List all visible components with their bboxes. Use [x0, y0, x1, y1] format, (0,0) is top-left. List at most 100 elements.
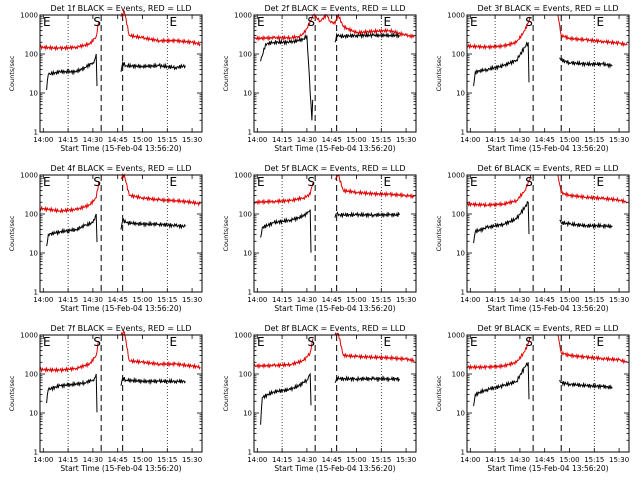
x-tick-label: 15:30: [182, 456, 202, 464]
x-tick-label: 14:00: [33, 296, 53, 304]
panel-det-5: Det 5f BLACK = Events, RED = LLD 1 10 100 10…: [222, 164, 417, 313]
y-tick-label: 100: [25, 51, 38, 59]
marker-left: E: [43, 15, 51, 29]
plot-frame: [39, 174, 203, 293]
plot-frame: [253, 334, 417, 453]
y-tick-label: 10: [243, 250, 252, 258]
lld-series-line: [39, 330, 201, 374]
x-tick-label: 15:30: [182, 136, 202, 144]
marker-right: E: [383, 335, 391, 349]
x-tick-label: 15:15: [371, 136, 391, 144]
events-series-line: [260, 372, 400, 425]
x-tick-label: 14:45: [322, 136, 342, 144]
x-tick-label: 14:30: [297, 296, 317, 304]
y-axis-label: Counts/sec: [8, 215, 16, 251]
x-tick-label: 14:00: [460, 456, 480, 464]
x-tick-label: 14:15: [485, 456, 505, 464]
x-axis-label: Start Time (15-Feb-04 13:56:20): [274, 304, 395, 313]
x-axis-label: Start Time (15-Feb-04 13:56:20): [60, 144, 181, 153]
plot-frame: [39, 334, 203, 453]
y-tick-label: 100: [25, 371, 38, 379]
panel-det-2: Det 2f BLACK = Events, RED = LLD 1 10 100 10…: [222, 4, 417, 153]
y-tick-label: 100: [25, 211, 38, 219]
x-tick-label: 15:30: [609, 136, 629, 144]
x-tick-label: 14:30: [297, 456, 317, 464]
y-tick-label: 1: [461, 449, 465, 457]
x-tick-label: 15:15: [584, 296, 604, 304]
x-axis-label: Start Time (15-Feb-04 13:56:20): [274, 144, 395, 153]
x-axis-label: Start Time (15-Feb-04 13:56:20): [487, 144, 608, 153]
y-tick-label: 1: [461, 289, 465, 297]
lld-series-line: [39, 173, 201, 214]
marker-right: E: [169, 175, 177, 189]
panel-title: Det 7f BLACK = Events, RED = LLD: [50, 324, 191, 333]
x-axis-label: Start Time (15-Feb-04 13:56:20): [60, 464, 181, 473]
y-axis-label: Counts/sec: [435, 375, 443, 411]
marker-mid: S: [307, 335, 315, 349]
panel-title: Det 1f BLACK = Events, RED = LLD: [50, 4, 191, 13]
y-axis-label: Counts/sec: [8, 55, 16, 91]
y-tick-label: 10: [456, 410, 465, 418]
marker-left: E: [470, 15, 478, 29]
y-tick-label: 1000: [20, 332, 38, 340]
x-tick-label: 15:30: [396, 296, 416, 304]
y-tick-label: 100: [239, 371, 252, 379]
y-tick-label: 100: [452, 211, 465, 219]
plot-frame: [253, 174, 417, 293]
y-tick-label: 1: [461, 129, 465, 137]
x-tick-label: 14:30: [83, 456, 103, 464]
events-series-line: [473, 41, 613, 87]
marker-mid: S: [93, 15, 101, 29]
marker-right: E: [383, 15, 391, 29]
marker-left: E: [470, 335, 478, 349]
x-axis-label: Start Time (15-Feb-04 13:56:20): [60, 304, 181, 313]
marker-mid: S: [307, 15, 315, 29]
x-tick-label: 14:45: [535, 136, 555, 144]
events-series-line: [473, 362, 613, 407]
x-tick-label: 14:15: [58, 136, 78, 144]
marker-right: E: [596, 15, 604, 29]
x-tick-label: 15:00: [559, 456, 579, 464]
panel-title: Det 6f BLACK = Events, RED = LLD: [477, 164, 618, 173]
lld-series-line: [253, 174, 415, 206]
panel-title: Det 5f BLACK = Events, RED = LLD: [264, 164, 405, 173]
lld-series-line: [466, 174, 628, 209]
panel-det-8: Det 8f BLACK = Events, RED = LLD 1 10 100 10…: [222, 324, 417, 473]
plot-frame: [466, 174, 630, 293]
x-tick-label: 14:30: [297, 136, 317, 144]
events-series-line: [473, 200, 613, 244]
lld-series-line: [466, 334, 628, 371]
y-tick-label: 100: [239, 211, 252, 219]
x-tick-label: 14:30: [83, 296, 103, 304]
x-tick-label: 14:45: [108, 296, 128, 304]
y-tick-label: 1: [248, 289, 252, 297]
marker-right: E: [169, 15, 177, 29]
events-series-line: [260, 209, 400, 253]
y-tick-label: 1000: [234, 332, 252, 340]
y-tick-label: 1: [248, 449, 252, 457]
x-tick-label: 14:15: [272, 456, 292, 464]
panel-title: Det 3f BLACK = Events, RED = LLD: [477, 4, 618, 13]
marker-mid: S: [525, 335, 533, 349]
plot-frame: [39, 14, 203, 133]
x-tick-label: 14:15: [272, 296, 292, 304]
x-tick-label: 15:15: [584, 136, 604, 144]
y-tick-label: 1: [34, 449, 38, 457]
lld-series-line: [253, 331, 415, 370]
x-tick-label: 14:30: [510, 296, 530, 304]
y-tick-label: 1000: [20, 12, 38, 20]
x-tick-label: 14:15: [58, 296, 78, 304]
y-axis-label: Counts/sec: [222, 215, 230, 251]
panel-det-9: Det 9f BLACK = Events, RED = LLD 1 10 100 10…: [435, 324, 630, 473]
events-series-line: [46, 213, 186, 247]
y-tick-label: 1000: [447, 12, 465, 20]
x-tick-label: 14:00: [247, 136, 267, 144]
x-tick-label: 15:15: [371, 456, 391, 464]
y-tick-label: 10: [243, 90, 252, 98]
x-tick-label: 14:00: [33, 456, 53, 464]
x-tick-label: 15:00: [346, 136, 366, 144]
panel-det-3: Det 3f BLACK = Events, RED = LLD 1 10 100 10…: [435, 4, 630, 153]
x-tick-label: 15:30: [182, 296, 202, 304]
panel-det-4: Det 4f BLACK = Events, RED = LLD 1 10 100 10…: [8, 164, 203, 313]
y-axis-label: Counts/sec: [222, 55, 230, 91]
